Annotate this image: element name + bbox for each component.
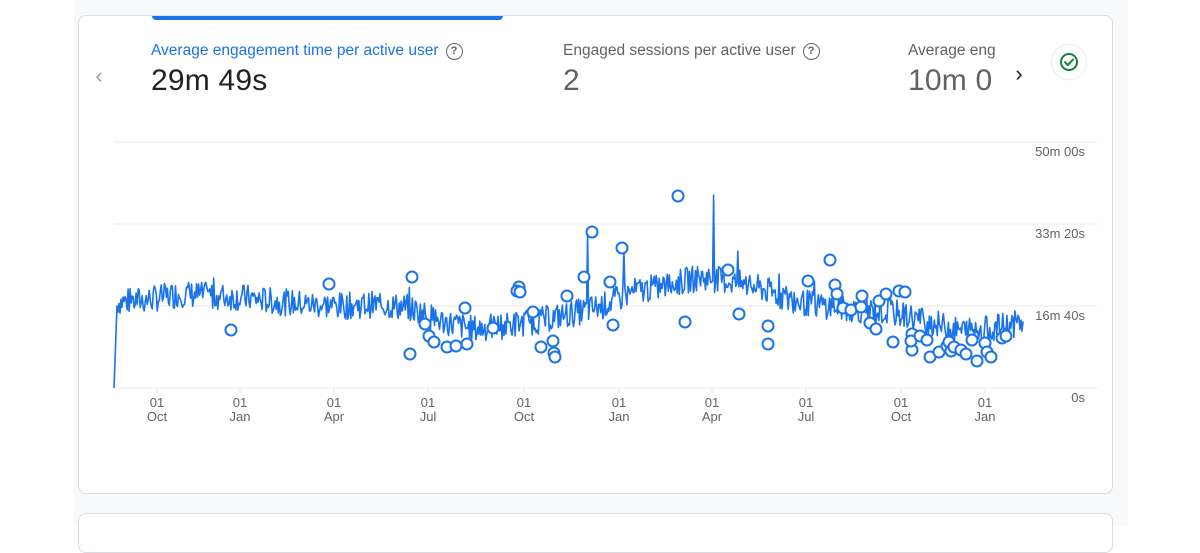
x-axis-tick-day: 01 [705,395,719,410]
metric-tab-avg-engagement-time[interactable]: Average engagement time per active user?… [151,42,511,98]
anomaly-marker[interactable] [959,347,973,361]
anomaly-marker[interactable] [449,339,463,353]
anomaly-marker[interactable] [486,321,500,335]
anomaly-marker[interactable] [801,274,815,288]
x-axis-tick-day: 01 [421,395,435,410]
series-line [113,194,1024,389]
y-axis-tick-label: 0s [1071,390,1085,405]
anomaly-marker[interactable] [585,225,599,239]
metric-label: Average eng [908,42,996,59]
anomaly-marker[interactable] [721,263,735,277]
anomaly-marker[interactable] [403,347,417,361]
x-axis-tick-month: Apr [324,409,345,424]
engagement-card: ‹ Average engagement time per active use… [78,15,1113,494]
previous-metrics-button[interactable]: ‹ [89,64,109,88]
metric-value: 10m 0 [908,64,993,97]
x-axis-tick-day: 01 [799,395,813,410]
anomaly-marker[interactable] [560,289,574,303]
y-axis-tick-label: 33m 20s [1035,226,1085,241]
anomaly-marker[interactable] [534,340,548,354]
anomaly-marker[interactable] [855,289,869,303]
anomaly-marker[interactable] [879,287,893,301]
anomaly-marker[interactable] [823,253,837,267]
anomaly-marker[interactable] [671,189,685,203]
anomaly-marker[interactable] [418,317,432,331]
x-axis-tick-day: 01 [233,395,247,410]
anomaly-marker[interactable] [322,277,336,291]
anomaly-marker[interactable] [761,337,775,351]
anomaly-marker[interactable] [970,354,984,368]
metric-label: Average engagement time per active user [151,42,439,59]
status-check-badge[interactable] [1052,45,1086,79]
anomaly-marker[interactable] [513,285,527,299]
x-axis-tick-month: Jan [609,409,630,424]
metric-value: 29m 49s [151,64,268,97]
metric-value: 2 [563,64,580,97]
x-axis-tick-day: 01 [150,395,164,410]
anomaly-marker[interactable] [548,350,562,364]
x-axis-tick-month: Jan [975,409,996,424]
metric-tab-engaged-sessions[interactable]: Engaged sessions per active user? 2 [563,42,863,98]
x-axis-tick-day: 01 [327,395,341,410]
anomaly-marker[interactable] [854,300,868,314]
anomaly-marker[interactable] [965,333,979,347]
anomaly-marker[interactable] [886,335,900,349]
anomaly-marker[interactable] [984,350,998,364]
anomaly-marker[interactable] [546,334,560,348]
check-circle-icon [1060,53,1078,71]
anomaly-marker[interactable] [999,329,1013,343]
x-axis-tick-month: Oct [891,409,912,424]
y-axis-tick-label: 16m 40s [1035,308,1085,323]
anomaly-marker[interactable] [526,305,540,319]
help-icon[interactable]: ? [445,42,463,60]
x-axis-tick-day: 01 [978,395,992,410]
anomaly-marker[interactable] [920,333,934,347]
anomaly-marker[interactable] [898,285,912,299]
chevron-right-icon: › [1015,61,1023,86]
anomaly-marker[interactable] [460,337,474,351]
x-axis-tick-month: Jul [420,409,437,424]
anomaly-marker[interactable] [732,307,746,321]
y-axis-tick-label: 50m 00s [1035,144,1085,159]
next-metrics-button[interactable]: › [1009,62,1029,86]
anomaly-marker[interactable] [615,241,629,255]
x-axis-tick-month: Jul [798,409,815,424]
anomaly-marker[interactable] [577,270,591,284]
active-tab-indicator [152,16,503,20]
x-axis-tick-day: 01 [612,395,626,410]
metric-tab-avg-engagement-truncated[interactable]: Average eng 10m 0 [908,42,1001,98]
anomaly-marker[interactable] [224,323,238,337]
anomaly-marker[interactable] [761,319,775,333]
next-card [78,513,1113,553]
help-icon[interactable]: ? [802,42,820,60]
anomaly-marker[interactable] [427,335,441,349]
anomaly-marker[interactable] [603,275,617,289]
x-axis-tick-month: Apr [702,409,723,424]
x-axis-tick-day: 01 [517,395,531,410]
anomaly-marker[interactable] [678,315,692,329]
x-axis-tick-month: Oct [514,409,535,424]
x-axis-tick-day: 01 [894,395,908,410]
anomaly-marker[interactable] [869,322,883,336]
anomaly-marker[interactable] [458,301,472,315]
x-axis-tick-month: Oct [147,409,168,424]
x-axis-tick-month: Jan [230,409,251,424]
metric-label: Engaged sessions per active user [563,42,796,59]
anomaly-marker[interactable] [606,318,620,332]
anomaly-marker[interactable] [830,287,844,301]
chevron-left-icon: ‹ [95,63,103,88]
anomaly-marker[interactable] [405,270,419,284]
